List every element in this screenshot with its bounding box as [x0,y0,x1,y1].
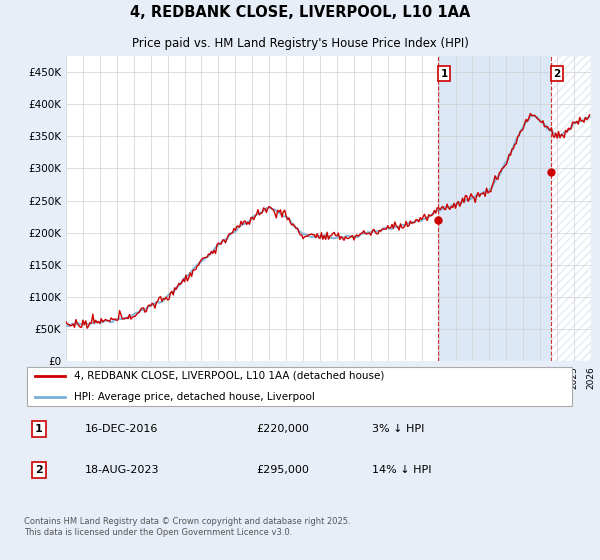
FancyBboxPatch shape [27,367,572,406]
Text: 2: 2 [35,465,43,475]
Text: Contains HM Land Registry data © Crown copyright and database right 2025.
This d: Contains HM Land Registry data © Crown c… [24,517,350,536]
Bar [551,56,591,361]
Text: £295,000: £295,000 [256,465,309,475]
Text: 3% ↓ HPI: 3% ↓ HPI [372,424,424,434]
Text: 16-DEC-2016: 16-DEC-2016 [85,424,158,434]
Bar [438,56,551,361]
Text: 1: 1 [440,69,448,79]
Text: 14% ↓ HPI: 14% ↓ HPI [372,465,431,475]
Bar [551,56,591,361]
Text: 4, REDBANK CLOSE, LIVERPOOL, L10 1AA (detached house): 4, REDBANK CLOSE, LIVERPOOL, L10 1AA (de… [74,371,384,381]
Text: £220,000: £220,000 [256,424,309,434]
Text: Price paid vs. HM Land Registry's House Price Index (HPI): Price paid vs. HM Land Registry's House … [131,37,469,50]
Text: HPI: Average price, detached house, Liverpool: HPI: Average price, detached house, Live… [74,392,314,402]
Text: 1: 1 [35,424,43,434]
Text: 4, REDBANK CLOSE, LIVERPOOL, L10 1AA: 4, REDBANK CLOSE, LIVERPOOL, L10 1AA [130,5,470,20]
Text: 2: 2 [553,69,560,79]
Text: 18-AUG-2023: 18-AUG-2023 [85,465,159,475]
